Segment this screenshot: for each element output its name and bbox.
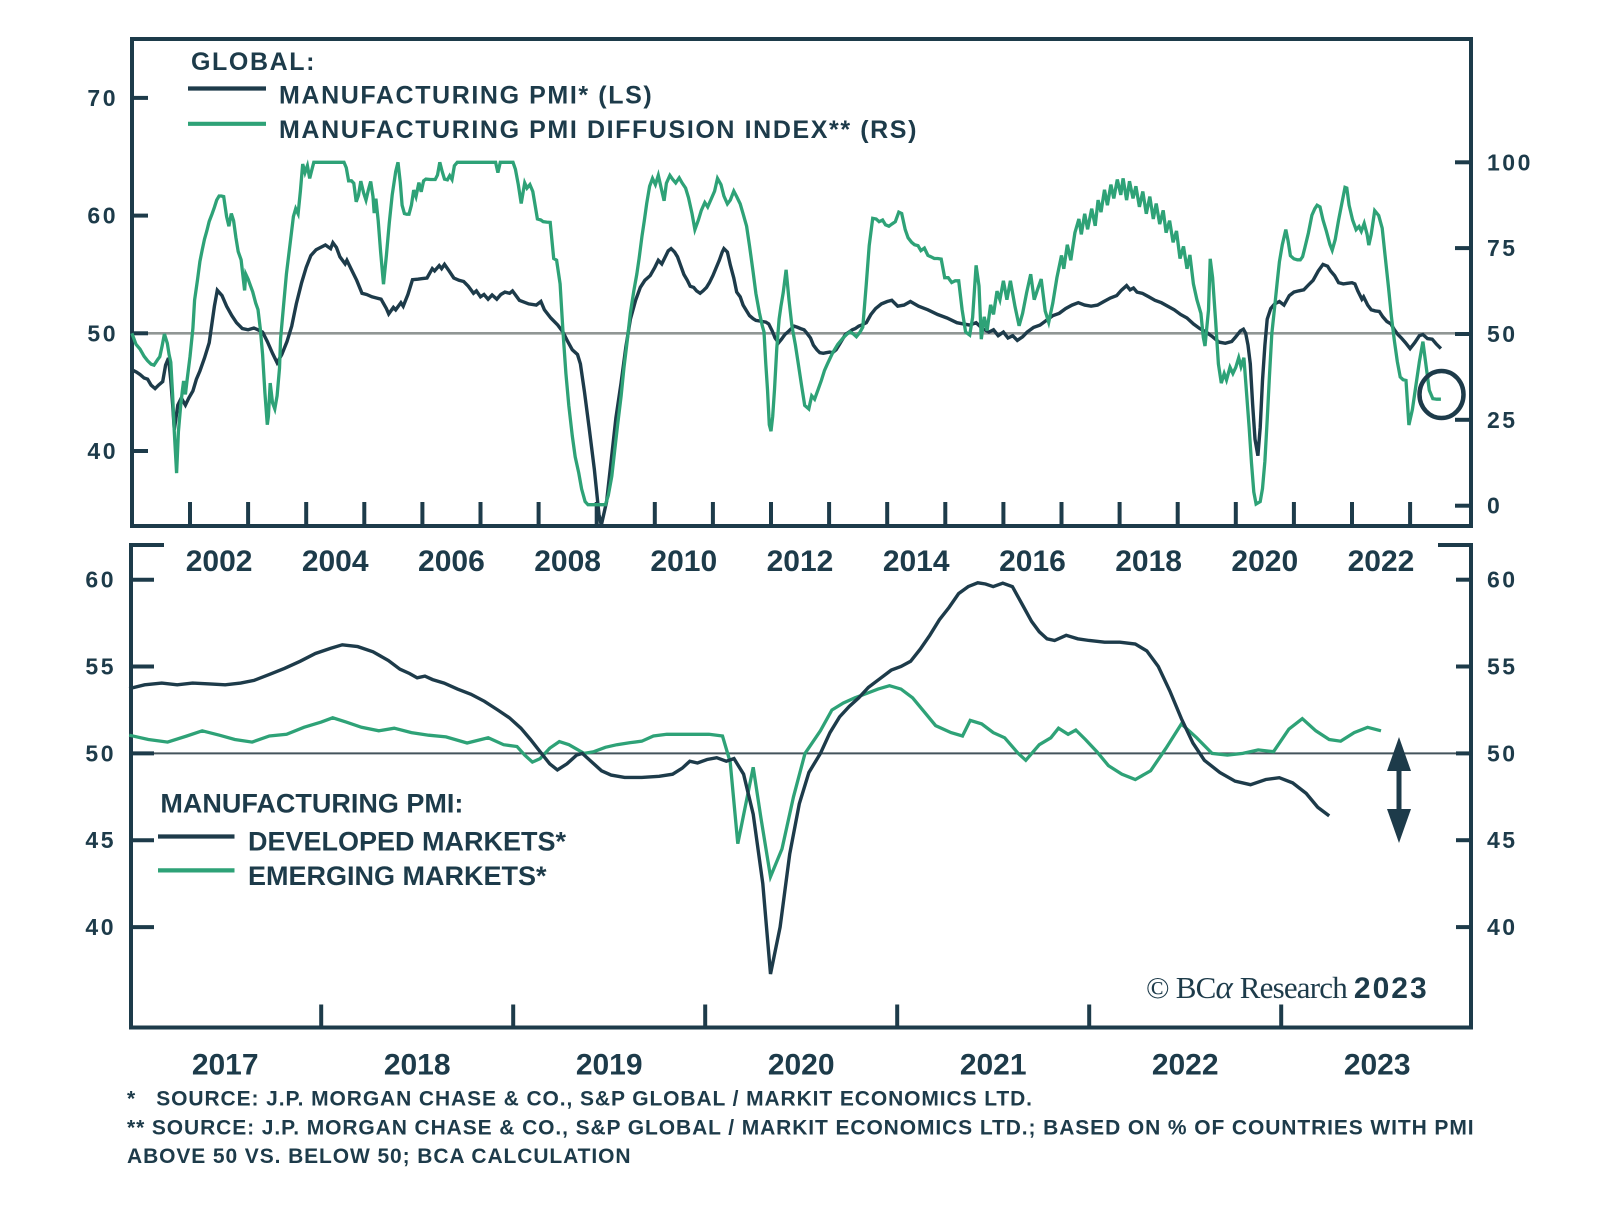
svg-text:2019: 2019	[576, 1049, 643, 1082]
svg-text:2021: 2021	[960, 1049, 1027, 1082]
svg-text:2004: 2004	[302, 545, 369, 578]
svg-text:0: 0	[1487, 493, 1502, 519]
svg-text:50: 50	[1487, 740, 1518, 766]
svg-text:25: 25	[1487, 407, 1518, 433]
svg-text:45: 45	[85, 827, 116, 853]
svg-text:2018: 2018	[1115, 545, 1182, 578]
svg-text:75: 75	[1487, 235, 1518, 261]
svg-text:EMERGING MARKETS*: EMERGING MARKETS*	[248, 861, 547, 891]
svg-text:** SOURCE: J.P. MORGAN CHASE &: ** SOURCE: J.P. MORGAN CHASE & CO., S&P …	[127, 1117, 1474, 1140]
svg-text:2017: 2017	[192, 1049, 259, 1082]
svg-text:100: 100	[1487, 149, 1533, 175]
svg-text:2002: 2002	[186, 545, 253, 578]
svg-text:© BCα Research 2023: © BCα Research 2023	[1146, 970, 1429, 1006]
svg-text:2023: 2023	[1344, 1049, 1411, 1082]
svg-text:40: 40	[85, 914, 116, 940]
svg-text:60: 60	[85, 567, 116, 593]
svg-text:2006: 2006	[418, 545, 485, 578]
svg-text:2010: 2010	[650, 545, 717, 578]
svg-text:50: 50	[87, 320, 118, 346]
svg-text:2022: 2022	[1348, 545, 1415, 578]
svg-text:60: 60	[87, 203, 118, 229]
svg-text:40: 40	[1487, 914, 1518, 940]
svg-text:55: 55	[1487, 654, 1518, 680]
svg-text:DEVELOPED MARKETS*: DEVELOPED MARKETS*	[248, 827, 567, 857]
svg-text:MANUFACTURING PMI* (LS): MANUFACTURING PMI* (LS)	[279, 82, 653, 110]
svg-text:2014: 2014	[883, 545, 950, 578]
svg-text:2018: 2018	[384, 1049, 451, 1082]
svg-text:2008: 2008	[534, 545, 601, 578]
svg-text:MANUFACTURING PMI DIFFUSION IN: MANUFACTURING PMI DIFFUSION INDEX** (RS)	[279, 116, 918, 144]
svg-text:MANUFACTURING PMI:: MANUFACTURING PMI:	[160, 789, 463, 819]
svg-text:55: 55	[85, 654, 116, 680]
svg-text:2016: 2016	[999, 545, 1066, 578]
svg-text:70: 70	[87, 85, 118, 111]
svg-text:2022: 2022	[1152, 1049, 1219, 1082]
svg-text:40: 40	[87, 438, 118, 464]
svg-text:ABOVE 50 VS. BELOW 50; BCA CAL: ABOVE 50 VS. BELOW 50; BCA CALCULATION	[127, 1145, 631, 1168]
svg-text:50: 50	[85, 740, 116, 766]
svg-text:60: 60	[1487, 567, 1518, 593]
svg-text:45: 45	[1487, 827, 1518, 853]
svg-text:* SOURCE: J.P. MORGAN CHASE: * SOURCE: J.P. MORGAN CHASE & CO., S&P G…	[127, 1088, 1033, 1111]
svg-text:2020: 2020	[768, 1049, 835, 1082]
svg-text:2012: 2012	[767, 545, 834, 578]
svg-text:2020: 2020	[1231, 545, 1298, 578]
svg-text:50: 50	[1487, 321, 1518, 347]
svg-text:GLOBAL:: GLOBAL:	[191, 48, 316, 76]
